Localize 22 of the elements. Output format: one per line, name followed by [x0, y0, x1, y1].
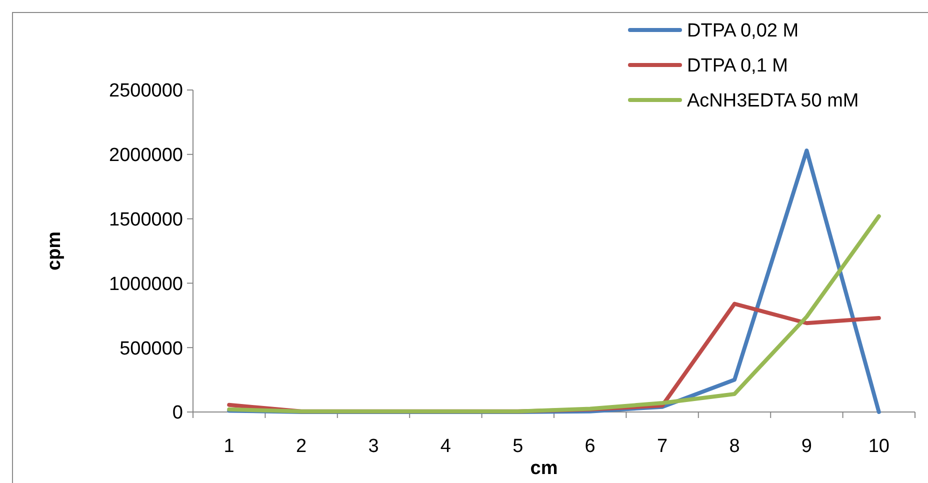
x-tick-label: 2 — [296, 436, 307, 457]
x-tick-label: 9 — [801, 436, 812, 457]
y-axis-title: cpm — [44, 231, 65, 271]
x-tick-label: 6 — [584, 436, 596, 457]
y-tick-label: 2000000 — [109, 145, 183, 166]
x-tick-label: 10 — [868, 436, 890, 457]
line-series — [227, 214, 881, 414]
legend-label: DTPA 0,1 M — [687, 56, 788, 77]
y-tick-label: 500000 — [120, 338, 183, 360]
y-tick-label: 0 — [172, 402, 183, 424]
x-tick-label: 8 — [729, 436, 740, 457]
x-tick-label: 7 — [657, 436, 668, 457]
legend-label: DTPA 0,02 M — [687, 20, 799, 42]
x-tick-label: 1 — [224, 436, 234, 457]
x-tick-label: 5 — [512, 436, 524, 457]
y-tick-label: 2500000 — [109, 80, 183, 102]
y-tick-label: 1500000 — [109, 209, 183, 230]
x-axis-title: cm — [530, 458, 558, 479]
x-tick-label: 3 — [368, 436, 379, 457]
legend-label: AcNH3EDTA 50 mM — [687, 90, 859, 112]
x-tick-label: 4 — [440, 436, 452, 457]
y-tick-label: 1000000 — [109, 274, 183, 295]
